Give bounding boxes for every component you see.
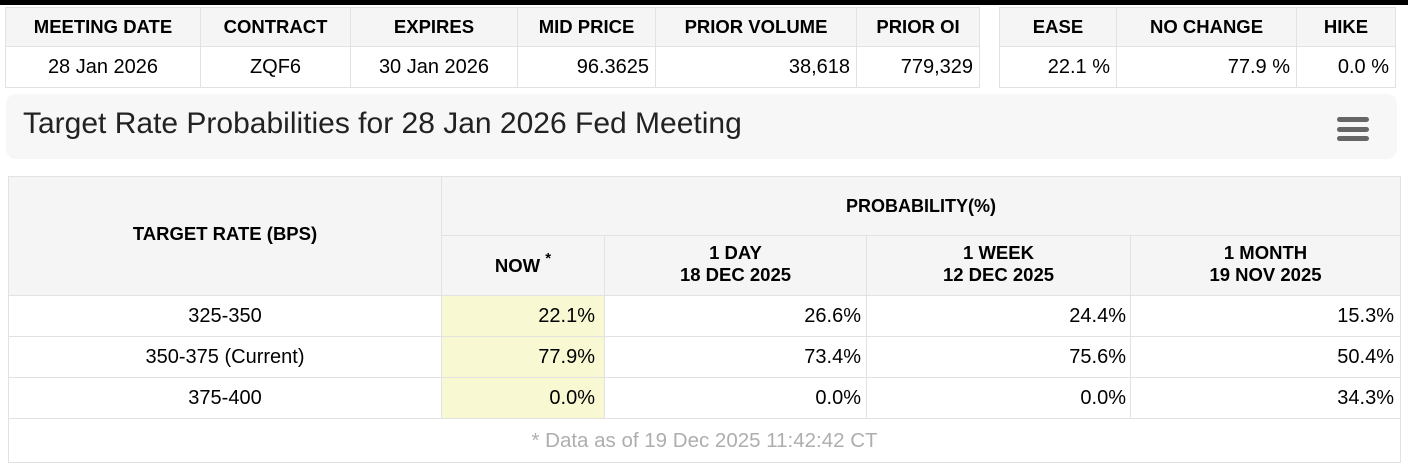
hamburger-icon [1337, 126, 1369, 132]
hamburger-icon [1337, 117, 1369, 122]
hamburger-icon [1337, 136, 1369, 141]
prob-1week-375-400: 0.0% [866, 377, 1131, 419]
no-change-value: 77.9 % [1116, 46, 1297, 88]
chart-menu-button[interactable] [1337, 117, 1369, 141]
ease-value: 22.1 % [999, 46, 1117, 88]
rate-range-325-350: 325-350 [8, 295, 442, 337]
header-contract: CONTRACT [200, 7, 351, 47]
prob-1month-375-400: 34.3% [1130, 377, 1401, 419]
prob-1month-325-350: 15.3% [1130, 295, 1401, 337]
table-row: 375-400 0.0% 0.0% 0.0% 34.3% [8, 377, 1401, 419]
chart-title-band: Target Rate Probabilities for 28 Jan 202… [6, 94, 1397, 159]
one-month-label: 1 MONTH [1223, 242, 1308, 263]
footnote-row: * Data as of 19 Dec 2025 11:42:42 CT [8, 418, 1401, 463]
target-rate-header-label: TARGET RATE (BPS) [132, 223, 318, 244]
contract-row: 28 Jan 2026 ZQF6 30 Jan 2026 96.3625 38,… [5, 46, 980, 88]
hike-value: 0.0 % [1296, 46, 1396, 88]
contract-summary-table: MEETING DATE CONTRACT EXPIRES MID PRICE … [5, 7, 980, 88]
one-week-date: 12 DEC 2025 [942, 264, 1055, 285]
prob-1week-350-375: 75.6% [866, 336, 1131, 378]
one-month-date: 19 NOV 2025 [1209, 264, 1322, 285]
top-edge-bar [0, 0, 1408, 5]
rate-move-summary-table: EASE NO CHANGE HIKE 22.1 % 77.9 % 0.0 % [999, 7, 1396, 88]
rate-range-350-375: 350-375 (Current) [8, 336, 442, 378]
table-row: 350-375 (Current) 77.9% 73.4% 75.6% 50.4… [8, 336, 1401, 378]
prob-1day-325-350: 26.6% [604, 295, 867, 337]
chart-title: Target Rate Probabilities for 28 Jan 202… [23, 106, 742, 140]
header-prior-oi: PRIOR OI [856, 7, 980, 47]
prob-now-350-375: 77.9% [441, 336, 605, 378]
header-hike: HIKE [1296, 7, 1396, 47]
now-label: NOW [494, 254, 541, 276]
rate-move-row: 22.1 % 77.9 % 0.0 % [999, 46, 1396, 88]
meeting-date-value: 28 Jan 2026 [5, 46, 201, 88]
header-expires: EXPIRES [350, 7, 518, 47]
header-prior-volume: PRIOR VOLUME [655, 7, 857, 47]
header-probability: PROBABILITY(%) [441, 176, 1401, 236]
header-no-change: NO CHANGE [1116, 7, 1297, 47]
data-as-of-footnote: * Data as of 19 Dec 2025 11:42:42 CT [8, 418, 1401, 463]
prob-1day-375-400: 0.0% [604, 377, 867, 419]
header-ease: EASE [999, 7, 1117, 47]
one-week-label: 1 WEEK [963, 242, 1034, 263]
header-mid-price: MID PRICE [517, 7, 656, 47]
prior-volume-value: 38,618 [655, 46, 857, 88]
probability-table: TARGET RATE (BPS) PROBABILITY(%) NOW * 1… [8, 176, 1401, 463]
prob-now-325-350: 22.1% [441, 295, 605, 337]
footnote-star: * [545, 249, 552, 267]
header-1-day: 1 DAY 18 DEC 2025 [604, 235, 867, 296]
prob-1day-350-375: 73.4% [604, 336, 867, 378]
header-target-rate: TARGET RATE (BPS) [8, 176, 442, 296]
header-meeting-date: MEETING DATE [5, 7, 201, 47]
rate-range-375-400: 375-400 [8, 377, 442, 419]
table-row: 325-350 22.1% 26.6% 24.4% 15.3% [8, 295, 1401, 337]
one-day-date: 18 DEC 2025 [679, 264, 792, 285]
prob-now-375-400: 0.0% [441, 377, 605, 419]
header-1-week: 1 WEEK 12 DEC 2025 [866, 235, 1131, 296]
one-day-label: 1 DAY [709, 242, 762, 263]
contract-value: ZQF6 [200, 46, 351, 88]
prob-1week-325-350: 24.4% [866, 295, 1131, 337]
header-now: NOW * [441, 235, 605, 296]
expires-value: 30 Jan 2026 [350, 46, 518, 88]
prior-oi-value: 779,329 [856, 46, 980, 88]
prob-1month-350-375: 50.4% [1130, 336, 1401, 378]
header-1-month: 1 MONTH 19 NOV 2025 [1130, 235, 1401, 296]
mid-price-value: 96.3625 [517, 46, 656, 88]
